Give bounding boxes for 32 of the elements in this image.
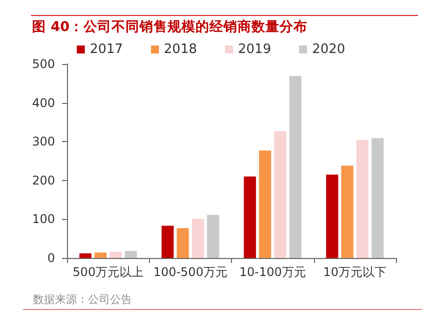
- y-tick-label: 100: [32, 212, 55, 226]
- bar: [94, 252, 107, 258]
- legend-label: 2017: [90, 42, 123, 57]
- bar: [124, 251, 137, 258]
- bar: [341, 166, 354, 258]
- bar: [176, 228, 189, 258]
- y-tick-label: 300: [32, 134, 55, 149]
- y-tick-label: 500: [32, 57, 55, 71]
- y-tick-label: 200: [32, 173, 55, 188]
- legend-label: 2020: [312, 42, 346, 57]
- y-tick-label: 400: [32, 96, 55, 110]
- x-tick-label: 10-100万元: [239, 265, 306, 279]
- bar: [244, 176, 256, 258]
- bar: [110, 252, 122, 258]
- source-note: 数据来源：公司公告: [33, 292, 132, 307]
- x-tick-label: 100-500万元: [153, 265, 228, 279]
- bar: [192, 218, 204, 258]
- bar: [258, 150, 272, 258]
- bar: [326, 174, 338, 258]
- legend-label: 2018: [164, 42, 198, 57]
- bar: [356, 140, 369, 258]
- bar: [372, 138, 384, 258]
- bar: [289, 76, 302, 258]
- chart-title: 图 40：公司不同销售规模的经销商数量分布: [32, 18, 308, 36]
- legend-label: 2019: [238, 42, 272, 57]
- bar: [79, 253, 92, 258]
- x-tick-label: 500万元以上: [72, 265, 144, 279]
- bar: [162, 226, 174, 258]
- y-tick-label: 0: [47, 251, 55, 265]
- bar: [207, 214, 220, 258]
- x-tick-label: 10万元以下: [323, 265, 387, 279]
- bar: [274, 131, 286, 258]
